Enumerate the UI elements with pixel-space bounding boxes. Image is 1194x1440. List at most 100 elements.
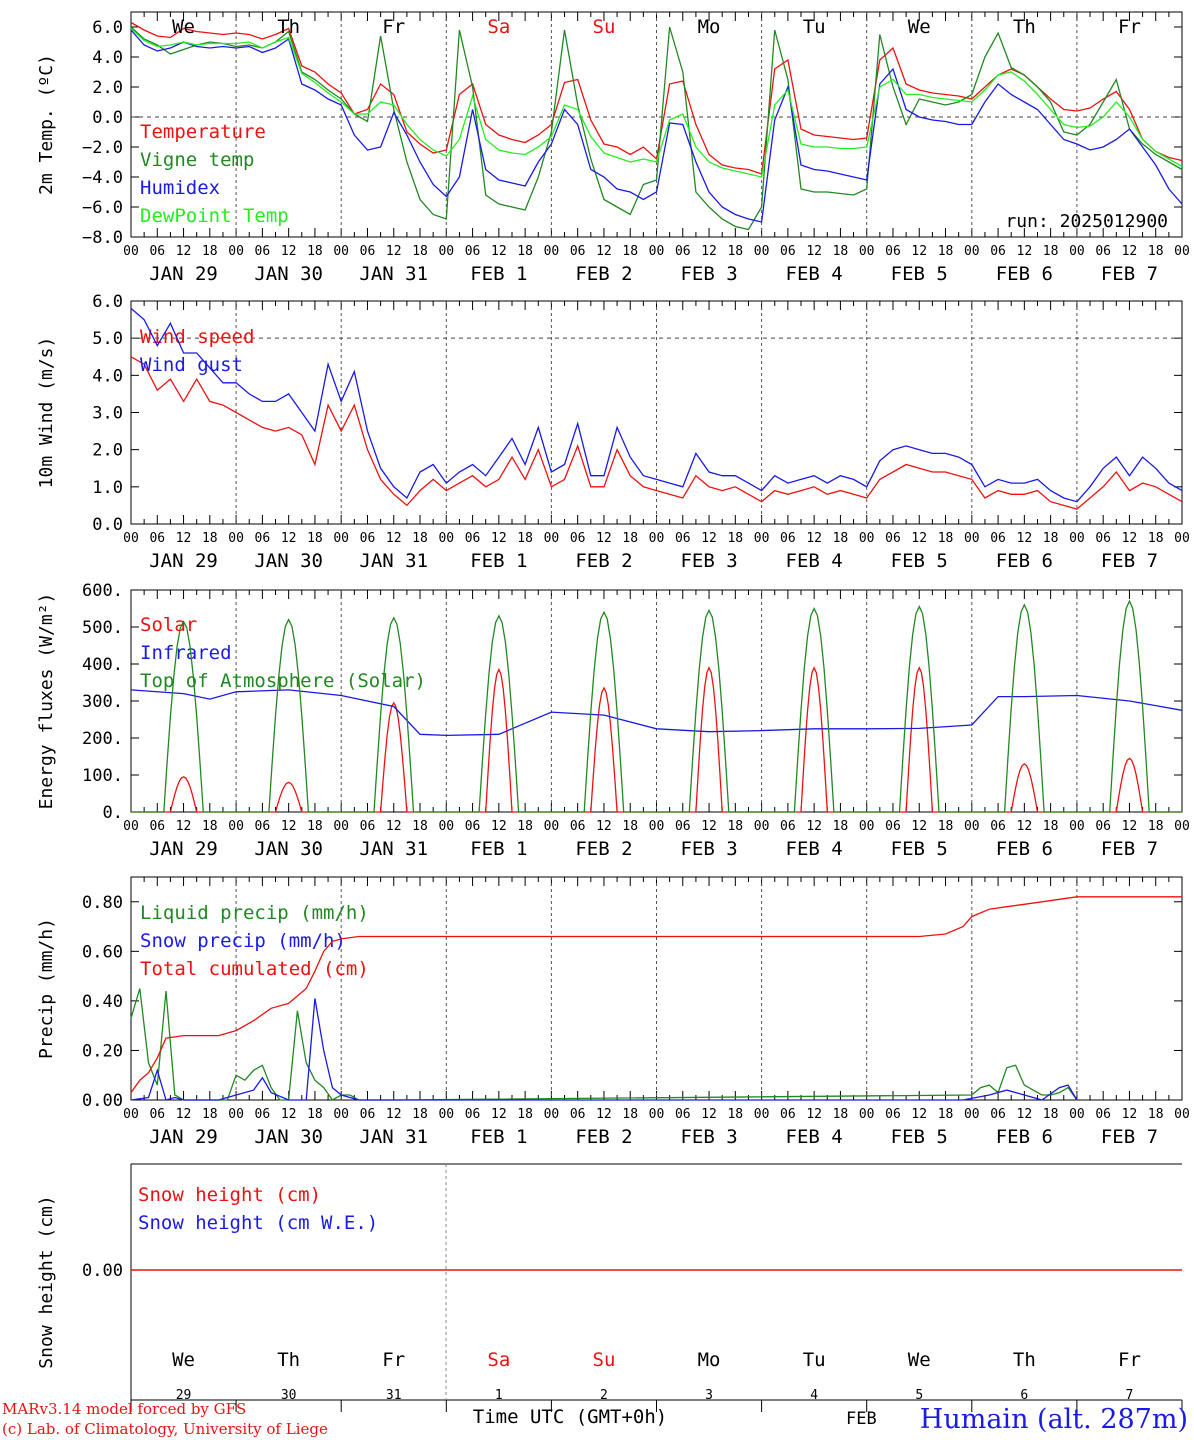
y-axis-label: Precip (mm/h) — [36, 918, 57, 1059]
y-tick-label: 0. — [103, 803, 123, 823]
x-date-label: FEB 5 — [891, 263, 948, 285]
x-hour-tick-label: 00 — [123, 819, 139, 834]
x-date-label: JAN 30 — [254, 263, 323, 285]
legend-entry: Total cumulated (cm) — [140, 958, 369, 980]
x-hour-tick-label: 18 — [622, 244, 638, 259]
x-hour-tick-label: 00 — [228, 819, 244, 834]
snow-day-number-label: 2 — [600, 1388, 608, 1403]
series-line-snow-precip-mm-h- — [130, 998, 1078, 1101]
x-hour-tick-label: 12 — [596, 819, 612, 834]
x-hour-tick-label: 00 — [123, 244, 139, 259]
x-hour-tick-label: 06 — [1095, 531, 1111, 546]
x-hour-tick-label: 00 — [333, 531, 349, 546]
x-hour-tick-label: 12 — [701, 1107, 717, 1122]
x-date-label: FEB 3 — [680, 263, 737, 285]
plot-frame-0 — [130, 11, 1183, 238]
x-hour-tick-label: 12 — [281, 244, 297, 259]
legend-entry: Snow height (cm) — [138, 1184, 321, 1206]
legend-entry: DewPoint Temp — [140, 205, 289, 227]
x-date-label: FEB 7 — [1101, 838, 1158, 860]
x-hour-tick-label: 00 — [333, 819, 349, 834]
x-date-label: FEB 6 — [996, 838, 1053, 860]
x-hour-tick-label: 00 — [228, 531, 244, 546]
x-hour-tick-label: 06 — [885, 819, 901, 834]
snow-day-number-label: 6 — [1020, 1388, 1028, 1403]
x-hour-tick-label: 00 — [649, 244, 665, 259]
x-hour-tick-label: 00 — [754, 531, 770, 546]
y-tick-label: 2.0 — [92, 441, 123, 461]
x-hour-tick-label: 12 — [911, 244, 927, 259]
x-date-label: FEB 5 — [891, 838, 948, 860]
x-hour-tick-label: 00 — [649, 531, 665, 546]
snow-day-of-week-label: Mo — [698, 1349, 721, 1371]
series-line-top-of-atmosphere-solar- — [131, 599, 1182, 813]
legend-entry: Vigne temp — [140, 149, 254, 171]
x-hour-tick-label: 06 — [465, 1107, 481, 1122]
x-hour-tick-label: 00 — [333, 244, 349, 259]
day-of-week-label: Mo — [698, 16, 721, 38]
x-date-label: JAN 31 — [359, 550, 428, 572]
y-axis-label: 2m Temp. (ºC) — [36, 54, 57, 195]
x-hour-tick-label: 12 — [701, 819, 717, 834]
x-hour-tick-label: 12 — [596, 244, 612, 259]
x-date-label: FEB 2 — [575, 550, 632, 572]
x-date-label: FEB 3 — [680, 1126, 737, 1148]
y-tick-label: −4.0 — [82, 168, 123, 188]
x-hour-tick-label: 06 — [360, 819, 376, 834]
legend-entry: Snow height (cm W.E.) — [138, 1212, 378, 1234]
x-hour-tick-label: 12 — [386, 819, 402, 834]
y-tick-label: −6.0 — [82, 198, 123, 218]
snow-day-number-label: 4 — [810, 1388, 818, 1403]
x-date-label: FEB 2 — [575, 838, 632, 860]
x-date-label: JAN 30 — [254, 838, 323, 860]
x-hour-tick-label: 06 — [149, 244, 165, 259]
x-hour-tick-label: 00 — [228, 1107, 244, 1122]
x-hour-tick-label: 12 — [1122, 1107, 1138, 1122]
x-hour-tick-label: 06 — [780, 819, 796, 834]
x-date-label: JAN 31 — [359, 1126, 428, 1148]
x-hour-tick-label: 00 — [649, 819, 665, 834]
y-tick-label: 600. — [82, 581, 123, 601]
y-tick-label: 5.0 — [92, 329, 123, 349]
x-hour-tick-label: 12 — [911, 819, 927, 834]
x-hour-tick-label: 00 — [123, 1107, 139, 1122]
credit-line-1: MARv3.14 model forced by GFS — [2, 1400, 246, 1418]
x-hour-tick-label: 18 — [622, 531, 638, 546]
x-hour-tick-label: 06 — [885, 531, 901, 546]
y-tick-label: 6.0 — [92, 292, 123, 312]
x-hour-tick-label: 06 — [149, 531, 165, 546]
x-hour-tick-label: 12 — [386, 244, 402, 259]
x-hour-tick-label: 12 — [806, 244, 822, 259]
x-date-label: FEB 6 — [996, 263, 1053, 285]
x-hour-tick-label: 12 — [911, 1107, 927, 1122]
legend-entry: Temperature — [140, 121, 266, 143]
x-date-label: FEB 7 — [1101, 1126, 1158, 1148]
x-hour-tick-label: 18 — [517, 531, 533, 546]
x-hour-tick-label: 00 — [859, 244, 875, 259]
x-hour-tick-label: 18 — [833, 819, 849, 834]
x-hour-tick-label: 18 — [412, 531, 428, 546]
x-hour-tick-label: 06 — [780, 244, 796, 259]
x-date-label: JAN 29 — [149, 1126, 218, 1148]
day-of-week-label: Fr — [1118, 16, 1141, 38]
y-tick-label: 4.0 — [92, 366, 123, 386]
x-date-label: JAN 29 — [149, 263, 218, 285]
x-hour-tick-label: 00 — [438, 531, 454, 546]
x-hour-tick-label: 12 — [1122, 819, 1138, 834]
x-hour-tick-label: 06 — [570, 244, 586, 259]
y-tick-label: 200. — [82, 729, 123, 749]
x-hour-tick-label: 18 — [517, 819, 533, 834]
y-tick-label: 1.0 — [92, 478, 123, 498]
x-hour-tick-label: 12 — [491, 531, 507, 546]
x-hour-tick-label: 00 — [754, 244, 770, 259]
x-hour-tick-label: 18 — [727, 244, 743, 259]
series-line-infrared — [130, 689, 1183, 737]
x-hour-tick-label: 00 — [859, 531, 875, 546]
x-hour-tick-label: 18 — [517, 244, 533, 259]
x-hour-tick-label: 00 — [1069, 244, 1085, 259]
x-date-label: FEB 1 — [470, 1126, 527, 1148]
x-hour-tick-label: 12 — [596, 1107, 612, 1122]
x-hour-tick-label: 18 — [833, 244, 849, 259]
x-date-label: JAN 29 — [149, 550, 218, 572]
